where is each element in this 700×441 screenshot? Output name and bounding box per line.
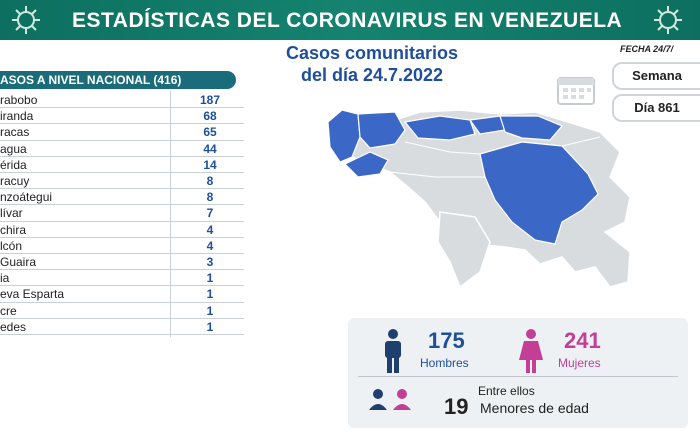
stats-divider xyxy=(358,376,678,377)
table-row: iranda 68 xyxy=(0,108,244,125)
virus-icon xyxy=(12,6,40,34)
case-count: 1 xyxy=(206,271,214,286)
case-count: 1 xyxy=(206,287,214,302)
women-count: 241 xyxy=(564,328,601,353)
case-count: 7 xyxy=(206,206,214,221)
map-region-center xyxy=(403,115,476,141)
subtitle-line-1: Casos comunitarios xyxy=(285,43,459,63)
table-row: lívar 7 xyxy=(0,205,244,222)
state-name: racas xyxy=(0,125,30,140)
table-row: chira 4 xyxy=(0,222,244,238)
case-count: 1 xyxy=(206,303,214,318)
header-banner: ESTADÍSTICAS DEL CORONAVIRUS EN VENEZUEL… xyxy=(0,0,700,40)
minors-label: Menores de edad xyxy=(480,400,589,416)
virus-icon xyxy=(654,6,682,34)
venezuela-map xyxy=(327,109,631,289)
state-name: érida xyxy=(0,157,27,172)
case-count: 4 xyxy=(206,222,214,237)
table-row: racuy 8 xyxy=(0,173,244,190)
children-icon xyxy=(369,389,411,410)
state-name: racuy xyxy=(0,174,30,188)
table-row: edes 1 xyxy=(0,319,244,336)
table-row: agua 44 xyxy=(0,141,244,157)
map-region-east xyxy=(499,115,563,141)
state-name: rabobo xyxy=(0,93,38,107)
woman-icon xyxy=(519,329,543,373)
column-divider xyxy=(170,91,171,337)
state-name: ia xyxy=(0,271,10,286)
table-row: ia 1 xyxy=(0,270,244,287)
calendar-icon xyxy=(557,77,595,105)
case-count: 14 xyxy=(203,157,217,172)
date-label: FECHA 24/7/ xyxy=(620,44,674,54)
subtitle-line-2: del día 24.7.2022 xyxy=(300,65,444,85)
table-row: érida 14 xyxy=(0,157,244,174)
state-name: chira xyxy=(0,222,27,237)
map-region-west xyxy=(357,111,406,149)
state-name: cre xyxy=(0,303,17,318)
map-region-andes xyxy=(343,151,389,178)
state-name: edes xyxy=(0,319,27,334)
case-count: 8 xyxy=(206,190,214,205)
case-count: 68 xyxy=(203,109,217,124)
table-row: Guaira 3 xyxy=(0,254,244,271)
map-region-zulia xyxy=(327,109,361,163)
day-badge: Día 861 xyxy=(612,94,700,122)
case-count: 65 xyxy=(203,125,217,140)
state-name: iranda xyxy=(0,109,34,124)
state-name: eva Esparta xyxy=(0,287,65,302)
case-count: 4 xyxy=(206,238,214,253)
table-header: ASOS A NIVEL NACIONAL (416) xyxy=(0,71,236,89)
minors-intro: Entre ellos xyxy=(478,384,535,398)
table-row: cre 1 xyxy=(0,303,244,319)
women-label: Mujeres xyxy=(558,356,601,370)
gender-stats-panel: 175 Hombres 241 Mujeres Entre ellos 19 M… xyxy=(348,318,688,428)
table-row: rabobo 187 xyxy=(0,92,244,109)
case-count: 1 xyxy=(206,319,214,334)
case-count: 187 xyxy=(199,93,221,107)
table-row: eva Esparta 1 xyxy=(0,286,244,303)
state-name: lívar xyxy=(0,206,23,221)
subtitle: Casos comunitarios del día 24.7.2022 xyxy=(262,42,482,86)
state-name: agua xyxy=(0,141,27,156)
table-row: racas 65 xyxy=(0,124,244,141)
state-name: Guaira xyxy=(0,255,37,269)
state-name: lcón xyxy=(0,238,23,253)
men-count: 175 xyxy=(428,328,465,353)
table-row: nzoátegui 8 xyxy=(0,189,244,206)
state-name: nzoátegui xyxy=(0,190,53,205)
case-count: 3 xyxy=(206,255,214,269)
page-title: ESTADÍSTICAS DEL CORONAVIRUS EN VENEZUEL… xyxy=(72,9,623,32)
week-badge: Semana xyxy=(612,62,700,90)
man-icon xyxy=(385,329,401,373)
case-count: 8 xyxy=(206,174,214,188)
men-label: Hombres xyxy=(420,356,469,370)
table-row: lcón 4 xyxy=(0,238,244,255)
map-region-south xyxy=(437,211,491,289)
minors-count: 19 xyxy=(444,394,469,419)
case-count: 44 xyxy=(203,141,217,156)
cases-table: ASOS A NIVEL NACIONAL (416) rabobo 187 ira… xyxy=(0,71,244,341)
